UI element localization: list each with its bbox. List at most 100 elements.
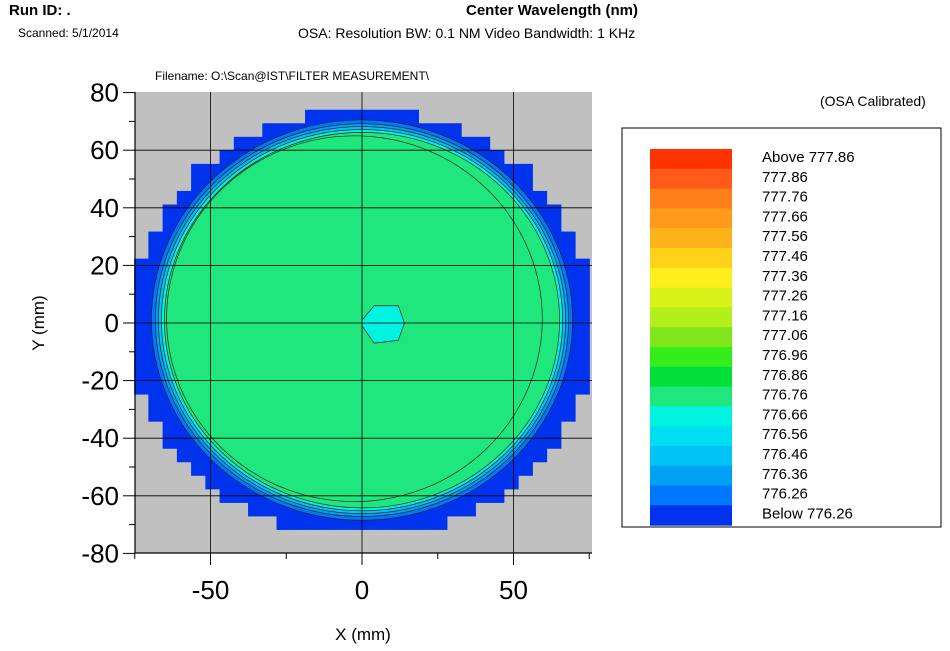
legend-label: 777.06 bbox=[762, 327, 808, 344]
legend-label: Below 776.26 bbox=[762, 505, 853, 522]
legend-box bbox=[621, 127, 942, 528]
y-tick-label: 0 bbox=[105, 308, 119, 338]
wafer-group bbox=[134, 109, 590, 530]
contour-776-26 bbox=[151, 119, 573, 521]
edge-cell bbox=[248, 502, 476, 517]
edge-cell bbox=[276, 515, 448, 530]
edge-cell bbox=[134, 299, 590, 314]
legend-swatch bbox=[650, 248, 732, 269]
y-tick-label: 60 bbox=[90, 135, 119, 165]
legend-swatch bbox=[650, 386, 732, 407]
x-tick-label: 0 bbox=[355, 575, 369, 605]
y-tick-label: -20 bbox=[81, 366, 119, 396]
edge-cell bbox=[219, 150, 505, 165]
legend-swatch bbox=[650, 168, 732, 190]
edge-cell bbox=[134, 366, 590, 382]
y-tick-label: -40 bbox=[81, 423, 119, 453]
edge-cell bbox=[191, 461, 533, 476]
legend-swatch bbox=[650, 366, 732, 388]
edge-cell bbox=[148, 245, 576, 260]
filename-label: Filename: O:\Scan@IST\FILTER MEASUREMENT… bbox=[155, 69, 430, 83]
edge-cell bbox=[162, 421, 562, 436]
y-tick-label: 20 bbox=[90, 250, 119, 280]
edge-cell bbox=[162, 204, 562, 219]
edge-cell bbox=[176, 448, 548, 463]
legend-swatch bbox=[650, 465, 732, 487]
scanned-date: Scanned: 5/1/2014 bbox=[18, 26, 119, 40]
contour-776-76 bbox=[164, 131, 560, 509]
legend-label: 777.66 bbox=[762, 208, 808, 225]
legend-label: 777.86 bbox=[762, 169, 808, 186]
legend-swatch bbox=[650, 287, 732, 308]
legend-swatch bbox=[650, 327, 732, 348]
legend: Above 777.86 777.86 777.76 777.66 777.56 777.… bbox=[650, 149, 855, 526]
legend-label: 777.26 bbox=[762, 288, 808, 305]
legend-swatch bbox=[650, 347, 732, 368]
contour-center-zone bbox=[166, 135, 543, 502]
edge-cell bbox=[233, 136, 491, 151]
legend-label: 776.56 bbox=[762, 426, 808, 443]
edge-cell bbox=[176, 190, 548, 206]
x-axis-label: X (mm) bbox=[335, 625, 391, 644]
legend-label: 777.56 bbox=[762, 228, 808, 245]
edge-cell bbox=[148, 231, 576, 246]
edge-cell bbox=[148, 407, 576, 422]
chart-title: Center Wavelength (nm) bbox=[466, 2, 638, 19]
legend-swatch bbox=[650, 485, 732, 506]
legend-swatch bbox=[650, 208, 732, 229]
edge-cell bbox=[134, 258, 590, 273]
legend-label: 776.66 bbox=[762, 406, 808, 423]
x-tick-label: 50 bbox=[499, 575, 528, 605]
legend-label: 777.36 bbox=[762, 268, 808, 285]
edge-cell bbox=[191, 177, 533, 192]
y-tick-label: 40 bbox=[90, 193, 119, 223]
y-axis-label: Y (mm) bbox=[29, 295, 48, 350]
legend-label: 777.46 bbox=[762, 248, 808, 265]
y-tick-label: 80 bbox=[90, 78, 119, 108]
edge-cell bbox=[162, 218, 562, 233]
legend-label: 776.26 bbox=[762, 486, 808, 503]
legend-swatch bbox=[650, 307, 732, 328]
contour-776-66 bbox=[161, 129, 563, 512]
edge-cell bbox=[205, 475, 519, 490]
edge-cell bbox=[262, 123, 462, 138]
contour-776-46 bbox=[158, 126, 566, 515]
legend-swatch bbox=[650, 446, 732, 467]
osa-settings: OSA: Resolution BW: 0.1 NM Video Bandwid… bbox=[298, 25, 636, 41]
legend-swatch bbox=[650, 406, 732, 427]
legend-label: 776.46 bbox=[762, 446, 808, 463]
edge-cell bbox=[134, 380, 590, 395]
y-tick-label: -80 bbox=[81, 538, 119, 568]
edge-cell bbox=[134, 339, 590, 354]
legend-swatch bbox=[650, 188, 732, 209]
y-tick-label: -60 bbox=[81, 481, 119, 511]
edge-cell bbox=[148, 393, 576, 409]
legend-label: 777.76 bbox=[762, 189, 808, 206]
edge-cell bbox=[134, 326, 590, 341]
edge-cell bbox=[191, 163, 533, 179]
edge-cell bbox=[305, 109, 419, 124]
edge-cell bbox=[162, 434, 562, 449]
contour-776-36 bbox=[155, 123, 569, 517]
legend-swatch bbox=[650, 267, 732, 289]
legend-swatch bbox=[650, 426, 732, 447]
legend-swatch bbox=[650, 149, 732, 170]
legend-label: Above 777.86 bbox=[762, 149, 855, 166]
legend-swatch bbox=[650, 505, 732, 526]
edge-cell bbox=[134, 285, 590, 300]
osa-calibrated-note: (OSA Calibrated) bbox=[820, 93, 926, 109]
edge-cell bbox=[134, 353, 590, 368]
legend-label: 776.96 bbox=[762, 347, 808, 364]
edge-cell bbox=[134, 312, 590, 327]
legend-label: 776.36 bbox=[762, 466, 808, 483]
edge-cell bbox=[219, 488, 505, 503]
legend-label: 777.16 bbox=[762, 307, 808, 324]
legend-label: 776.86 bbox=[762, 367, 808, 384]
plot-background bbox=[135, 92, 592, 553]
edge-cell bbox=[134, 272, 590, 287]
center-spot bbox=[361, 305, 405, 344]
legend-swatch bbox=[650, 228, 732, 249]
legend-label: 776.76 bbox=[762, 387, 808, 404]
x-tick-label: -50 bbox=[192, 575, 230, 605]
